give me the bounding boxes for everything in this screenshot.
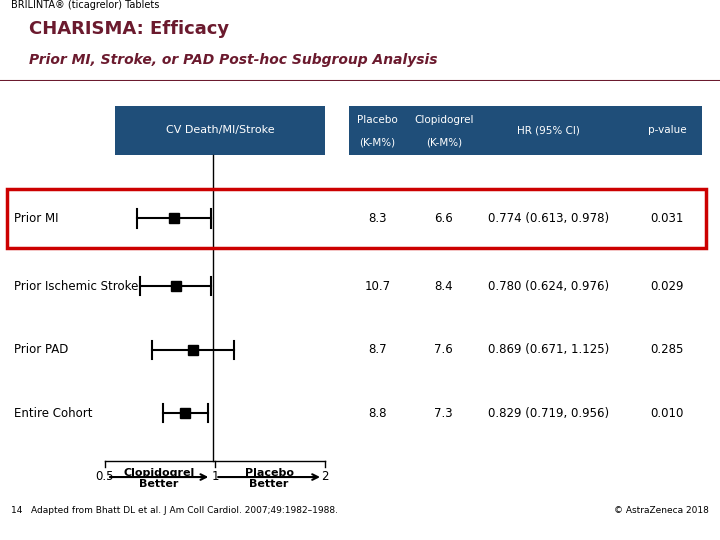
Text: 0.029: 0.029 xyxy=(650,280,684,293)
Text: (K-M%): (K-M%) xyxy=(426,138,462,147)
Bar xyxy=(349,106,702,155)
Text: 8.4: 8.4 xyxy=(434,280,453,293)
Text: Entire Cohort: Entire Cohort xyxy=(14,407,93,420)
Text: 7.6: 7.6 xyxy=(434,343,453,356)
Text: Clopidogrel: Clopidogrel xyxy=(414,115,474,125)
Text: Prior MI, Stroke, or PAD Post-hoc Subgroup Analysis: Prior MI, Stroke, or PAD Post-hoc Subgro… xyxy=(29,52,437,66)
Text: 0.829 (0.719, 0.956): 0.829 (0.719, 0.956) xyxy=(488,407,609,420)
Text: Clopidogrel
Better: Clopidogrel Better xyxy=(123,468,194,489)
Text: p-value: p-value xyxy=(648,125,686,135)
Text: 8.3: 8.3 xyxy=(368,212,387,225)
Text: CHARISMA: Efficacy: CHARISMA: Efficacy xyxy=(29,20,229,38)
Text: 6.6: 6.6 xyxy=(434,212,453,225)
Text: CV Death/MI/Stroke: CV Death/MI/Stroke xyxy=(166,125,274,135)
Text: Prior MI: Prior MI xyxy=(14,212,59,225)
Text: 0.031: 0.031 xyxy=(650,212,684,225)
Text: 0.780 (0.624, 0.976): 0.780 (0.624, 0.976) xyxy=(488,280,609,293)
Text: (K-M%): (K-M%) xyxy=(359,138,395,147)
Text: 0.285: 0.285 xyxy=(650,343,684,356)
Text: 14   Adapted from Bhatt DL et al. J Am Coll Cardiol. 2007;49:1982–1988.: 14 Adapted from Bhatt DL et al. J Am Col… xyxy=(11,507,338,515)
Bar xyxy=(115,106,325,155)
Text: 0.869 (0.671, 1.125): 0.869 (0.671, 1.125) xyxy=(488,343,609,356)
Text: Prior PAD: Prior PAD xyxy=(14,343,68,356)
Text: HR (95% CI): HR (95% CI) xyxy=(517,125,580,135)
Text: 10.7: 10.7 xyxy=(364,280,390,293)
Text: 7.3: 7.3 xyxy=(434,407,453,420)
Text: 1: 1 xyxy=(211,470,219,483)
Text: BRILINTA® (ticagrelor) Tablets: BRILINTA® (ticagrelor) Tablets xyxy=(11,0,159,10)
Text: Prior Ischemic Stroke: Prior Ischemic Stroke xyxy=(14,280,138,293)
Text: 0.010: 0.010 xyxy=(650,407,684,420)
Text: Placebo
Better: Placebo Better xyxy=(245,468,294,489)
Bar xyxy=(7,189,706,248)
Text: 2: 2 xyxy=(321,470,329,483)
Text: 0.774 (0.613, 0.978): 0.774 (0.613, 0.978) xyxy=(488,212,609,225)
Text: Placebo: Placebo xyxy=(357,115,397,125)
Text: 8.7: 8.7 xyxy=(368,343,387,356)
Text: 8.8: 8.8 xyxy=(368,407,387,420)
Text: © AstraZeneca 2018: © AstraZeneca 2018 xyxy=(614,507,709,515)
Text: 0.5: 0.5 xyxy=(96,470,114,483)
